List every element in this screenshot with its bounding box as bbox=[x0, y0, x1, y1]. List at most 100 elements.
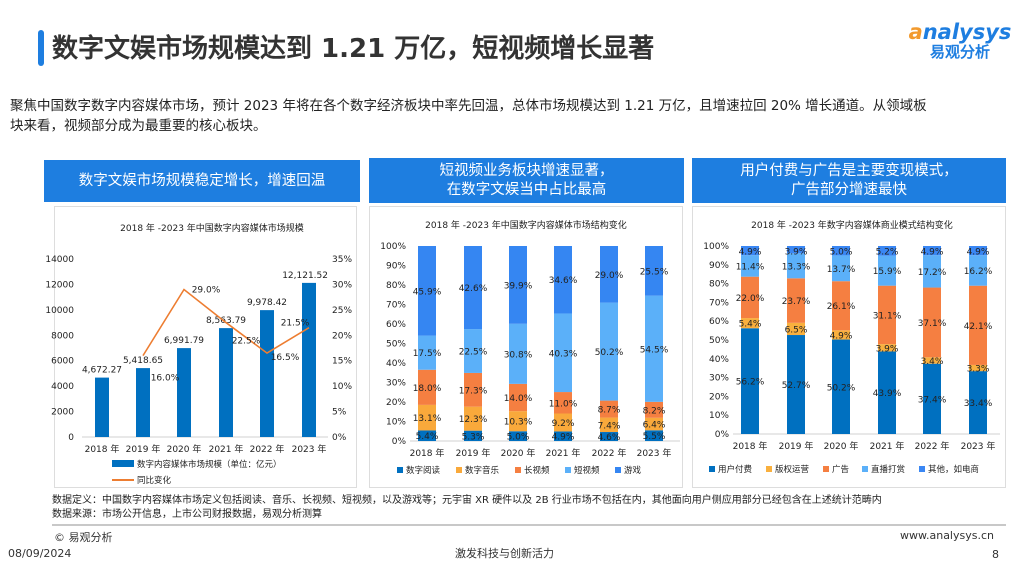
line-data-label: 16.0% bbox=[151, 374, 180, 384]
bar bbox=[302, 282, 316, 437]
segment-data-label: 5.2% bbox=[876, 248, 899, 258]
segment-data-label: 50.2% bbox=[827, 383, 856, 393]
bar-segment bbox=[600, 417, 618, 433]
segment-data-label: 4.9% bbox=[967, 248, 990, 258]
bar-segment bbox=[832, 339, 850, 434]
segment-data-label: 8.2% bbox=[643, 406, 666, 416]
bar-segment bbox=[554, 392, 572, 414]
segment-data-label: 4.9% bbox=[921, 248, 944, 258]
bar-segment bbox=[969, 371, 987, 434]
panel-header-market-size: 数字文娱市场规模稳定增长，增速回温 bbox=[44, 160, 360, 202]
bar-data-label: 8,563.79 bbox=[206, 316, 246, 326]
segment-data-label: 11.4% bbox=[736, 262, 765, 272]
segment-data-label: 12.3% bbox=[459, 415, 488, 425]
bar-segment bbox=[554, 246, 572, 314]
bar-segment bbox=[741, 318, 759, 329]
legend-label: 数字音乐 bbox=[465, 465, 500, 476]
bar-segment bbox=[832, 330, 850, 340]
panel-header-structure: 短视频业务板块增速显著， 在数字文娱当中占比最高 bbox=[369, 158, 684, 203]
bar-segment bbox=[878, 351, 896, 434]
footer-divider bbox=[52, 524, 1006, 526]
y-tick-label: 90% bbox=[386, 262, 406, 272]
bar-segment bbox=[832, 281, 850, 331]
legend-label: 广告 bbox=[832, 464, 849, 475]
y-tick-label: 40% bbox=[709, 355, 729, 365]
bar-data-label: 9,978.42 bbox=[247, 298, 287, 308]
y-tick-label: 10% bbox=[709, 411, 729, 421]
y-tick-label: 0 bbox=[68, 433, 74, 443]
segment-data-label: 39.9% bbox=[504, 281, 533, 291]
chart-title: 2018 年 -2023 年中国数字内容媒体市场结构变化 bbox=[425, 219, 627, 231]
footer-url[interactable]: www.analysys.cn bbox=[900, 529, 994, 542]
x-tick-label: 2020 年 bbox=[824, 440, 859, 452]
bar-segment bbox=[645, 246, 663, 296]
segment-data-label: 29.0% bbox=[595, 271, 624, 281]
segment-data-label: 31.1% bbox=[873, 311, 902, 321]
bar-segment bbox=[554, 313, 572, 393]
y-tick-label: 70% bbox=[709, 298, 729, 308]
legend-label: 数字阅读 bbox=[406, 465, 441, 476]
legend-swatch bbox=[565, 467, 571, 473]
segment-data-label: 42.1% bbox=[964, 322, 993, 332]
segment-data-label: 5.3% bbox=[462, 432, 485, 442]
y-tick-label: 50% bbox=[386, 340, 406, 350]
bar-segment bbox=[600, 432, 618, 441]
x-tick-label: 2023 年 bbox=[292, 443, 327, 455]
x-tick-label: 2019 年 bbox=[779, 440, 814, 452]
y-tick-label: 2000 bbox=[51, 408, 74, 418]
segment-data-label: 3.9% bbox=[876, 344, 899, 354]
segment-data-label: 43.9% bbox=[873, 389, 902, 399]
panel-header-business-model: 用户付费与广告是主要变现模式， 广告部分增速最快 bbox=[692, 158, 1006, 203]
legend-swatch bbox=[615, 467, 621, 473]
x-tick-label: 2022 年 bbox=[250, 443, 285, 455]
logo-text-cn: 易观分析 bbox=[929, 43, 990, 61]
segment-data-label: 40.3% bbox=[549, 349, 578, 359]
segment-data-label: 3.3% bbox=[967, 365, 990, 375]
data-source: 数据来源：市场公开信息，上市公司财报数据，易观分析测算 bbox=[52, 509, 322, 520]
bar-segment bbox=[878, 344, 896, 352]
y-tick-label: 0% bbox=[715, 430, 730, 440]
segment-data-label: 22.0% bbox=[736, 294, 765, 304]
y-tick-label: 20% bbox=[709, 392, 729, 402]
footer-copyright: © 易观分析 bbox=[54, 531, 113, 544]
y2-tick-label: 10% bbox=[332, 382, 352, 392]
y2-tick-label: 0% bbox=[332, 433, 347, 443]
y-tick-label: 10% bbox=[386, 418, 406, 428]
segment-data-label: 8.7% bbox=[598, 406, 621, 416]
bar bbox=[95, 377, 109, 437]
line-data-label: 22.5% bbox=[232, 337, 261, 347]
y2-tick-label: 20% bbox=[332, 331, 352, 341]
bar-segment bbox=[554, 413, 572, 432]
bar-segment bbox=[509, 431, 527, 441]
x-tick-label: 2020 年 bbox=[167, 443, 202, 455]
title-accent-bar bbox=[38, 30, 44, 66]
segment-data-label: 54.5% bbox=[640, 345, 669, 355]
segment-data-label: 22.5% bbox=[459, 348, 488, 358]
bar-segment bbox=[787, 278, 805, 323]
legend-swatch-bar bbox=[112, 460, 134, 467]
x-tick-label: 2018 年 bbox=[85, 443, 120, 455]
segment-data-label: 18.0% bbox=[413, 384, 442, 394]
segment-data-label: 50.2% bbox=[595, 348, 624, 358]
legend-label: 短视频 bbox=[574, 465, 600, 476]
segment-data-label: 17.5% bbox=[413, 349, 442, 359]
chart-title: 2018 年 -2023 年数字内容媒体商业模式结构变化 bbox=[751, 219, 953, 231]
segment-data-label: 15.9% bbox=[873, 267, 902, 277]
legend-swatch bbox=[766, 466, 772, 472]
bar bbox=[136, 368, 150, 437]
y-tick-label: 40% bbox=[386, 359, 406, 369]
line-data-label: 21.5% bbox=[281, 319, 310, 329]
segment-data-label: 13.1% bbox=[413, 414, 442, 424]
bar-segment bbox=[969, 255, 987, 286]
bar-segment bbox=[923, 246, 941, 256]
bar-segment bbox=[509, 411, 527, 432]
bar-segment bbox=[600, 302, 618, 401]
segment-data-label: 3.4% bbox=[921, 357, 944, 367]
x-tick-label: 2019 年 bbox=[456, 447, 491, 459]
legend-label: 版权运营 bbox=[775, 464, 809, 475]
y-tick-label: 30% bbox=[386, 379, 406, 389]
footer-date: 08/09/2024 bbox=[8, 547, 72, 560]
y-tick-label: 80% bbox=[386, 281, 406, 291]
segment-data-label: 5.0% bbox=[830, 248, 853, 258]
x-tick-label: 2022 年 bbox=[915, 440, 950, 452]
